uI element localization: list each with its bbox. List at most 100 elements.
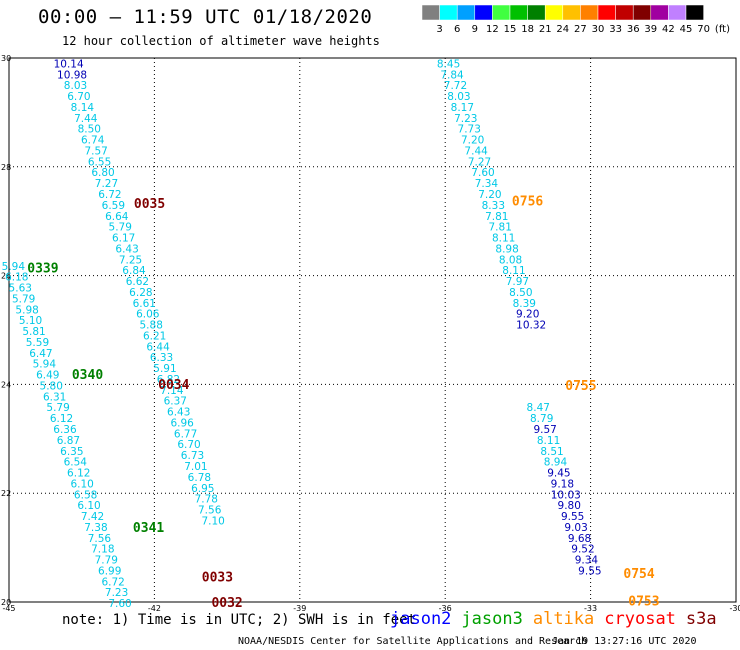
- wave-height-label: 6.70: [67, 91, 90, 103]
- wave-height-label: 6.49: [36, 370, 59, 382]
- wave-height-label: 6.74: [81, 135, 105, 147]
- wave-height-label: 9.57: [533, 424, 556, 436]
- wave-height-label: 8.33: [482, 200, 505, 212]
- wave-height-label: 6.70: [177, 439, 200, 451]
- generation-timestamp: Jan 19 13:27:16 UTC 2020: [552, 636, 697, 647]
- wave-height-label: 8.14: [71, 102, 95, 114]
- wave-height-label: 6.87: [57, 435, 80, 447]
- wave-height-label: 8.17: [451, 102, 474, 114]
- legend-tick-label: 6: [454, 24, 460, 35]
- pass-time-label: 0339: [27, 261, 58, 276]
- wave-height-label: 7.44: [464, 145, 488, 157]
- wave-height-label: 6.33: [150, 352, 173, 364]
- color-scale-legend: 3 6 9 12 15 18 21 24 27 30 33 36 39 42 45 70 (ft): [421, 4, 730, 35]
- y-tick-label: 20: [1, 598, 11, 607]
- legend-tick-label: 45: [680, 24, 693, 35]
- y-tick-label: 22: [1, 489, 11, 498]
- y-tick-label: 26: [1, 272, 11, 281]
- wave-height-label: 8.51: [540, 446, 563, 458]
- y-tick-label: 28: [1, 163, 11, 172]
- wave-height-label: 6.78: [188, 472, 211, 484]
- pass-time-label: 0035: [134, 197, 165, 212]
- wave-height-label: 7.57: [84, 145, 107, 157]
- wave-height-label: 7.23: [105, 587, 128, 599]
- wave-height-label: 5.10: [19, 315, 42, 327]
- pass-time-label: 0340: [72, 368, 103, 383]
- wave-height-label: 6.61: [133, 298, 156, 310]
- wave-height-label: 8.94: [544, 457, 568, 469]
- wave-height-label: 6.82: [157, 374, 180, 386]
- wave-height-label: 5.94: [33, 359, 57, 371]
- wave-height-label: 7.72: [444, 80, 467, 92]
- legend-entry-jason3: jason3: [461, 609, 523, 629]
- pass-time-label: 0756: [512, 195, 543, 210]
- wave-height-label: 7.20: [478, 189, 501, 201]
- wave-height-label: 9.20: [516, 309, 539, 321]
- wave-height-label: 9.34: [575, 555, 599, 567]
- wave-height-label: 6.59: [102, 200, 125, 212]
- wave-height-label: 6.12: [67, 468, 90, 480]
- plot-frame: [8, 57, 737, 603]
- wave-height-label: 9.55: [578, 565, 601, 577]
- x-tick-label: -33: [584, 604, 597, 613]
- legend-tick-label: 3: [436, 24, 442, 35]
- source-credit: NOAA/NESDIS Center for Satellite Applica…: [238, 636, 588, 647]
- legend-tick-label: 30: [592, 24, 605, 35]
- legend-swatch: [685, 4, 704, 21]
- wave-height-label: 8.08: [499, 254, 522, 266]
- wave-height-label: 5.94: [2, 261, 26, 273]
- pass-time-label: 0034: [158, 378, 189, 393]
- wave-height-label: 9.68: [568, 533, 591, 545]
- satellite-legend: jason2 jason3 altika cryosat s3a: [390, 609, 727, 629]
- wave-height-label: 8.98: [495, 243, 518, 255]
- wave-height-label: 7.23: [454, 113, 477, 125]
- legend-tick-label: 21: [539, 24, 552, 35]
- wave-height-label: 6.62: [126, 276, 149, 288]
- wave-height-label: 6.18: [5, 272, 28, 284]
- wave-height-label: 6.43: [167, 407, 190, 419]
- wave-height-label: 8.03: [64, 80, 87, 92]
- legend-tick-label: 39: [644, 24, 657, 35]
- legend-tick-label: 70: [697, 24, 710, 35]
- wave-height-label: 9.03: [564, 522, 587, 534]
- wave-height-label: 6.73: [181, 450, 204, 462]
- wave-height-label: 9.45: [547, 468, 570, 480]
- pass-time-label: 0032: [211, 596, 242, 611]
- wave-height-label: 6.44: [146, 341, 170, 353]
- wave-height-label: 7.14: [160, 385, 184, 397]
- wave-height-label: 5.59: [26, 337, 49, 349]
- x-tick-label: -39: [293, 604, 306, 613]
- wave-height-label: 8.47: [527, 402, 550, 414]
- wave-height-label: 7.60: [471, 167, 494, 179]
- wave-height-label: 6.35: [60, 446, 83, 458]
- pass-time-label: 0033: [202, 570, 233, 585]
- track-0755: 8.478.799.578.118.518.949.459.1810.039.8…: [527, 379, 602, 578]
- y-tick-label: 24: [1, 380, 11, 389]
- wave-height-label: 7.78: [195, 494, 218, 506]
- wave-height-label: 6.64: [105, 211, 129, 223]
- legend-unit-label: (ft): [715, 24, 730, 35]
- wave-height-label: 10.98: [57, 69, 87, 81]
- wave-height-label: 6.99: [98, 565, 121, 577]
- wave-height-label: 10.32: [516, 320, 546, 332]
- wave-height-label: 7.81: [485, 211, 508, 223]
- y-tick-label: 30: [1, 54, 11, 63]
- legend-tick-label: 36: [627, 24, 640, 35]
- wave-height-label: 5.88: [140, 320, 163, 332]
- wave-height-label: 8.50: [78, 124, 101, 136]
- wave-height-label: 8.11: [492, 233, 515, 245]
- wave-height-label: 6.95: [191, 483, 214, 495]
- wave-height-label: 7.56: [198, 505, 222, 517]
- legend-entry-s3a: s3a: [685, 609, 717, 629]
- wave-height-label: 6.12: [50, 413, 73, 425]
- wave-height-label: 9.55: [561, 511, 584, 523]
- wave-height-label: 7.56: [88, 533, 112, 545]
- wave-height-label: 5.63: [9, 283, 32, 295]
- wave-height-label: 6.06: [136, 309, 160, 321]
- legend-tick-label: 33: [609, 24, 622, 35]
- legend-tick-label: 18: [521, 24, 534, 35]
- wave-height-label: 5.79: [109, 222, 132, 234]
- wave-height-label: 6.84: [122, 265, 146, 277]
- wave-height-label: 6.36: [53, 424, 77, 436]
- wave-height-label: 6.37: [164, 396, 187, 408]
